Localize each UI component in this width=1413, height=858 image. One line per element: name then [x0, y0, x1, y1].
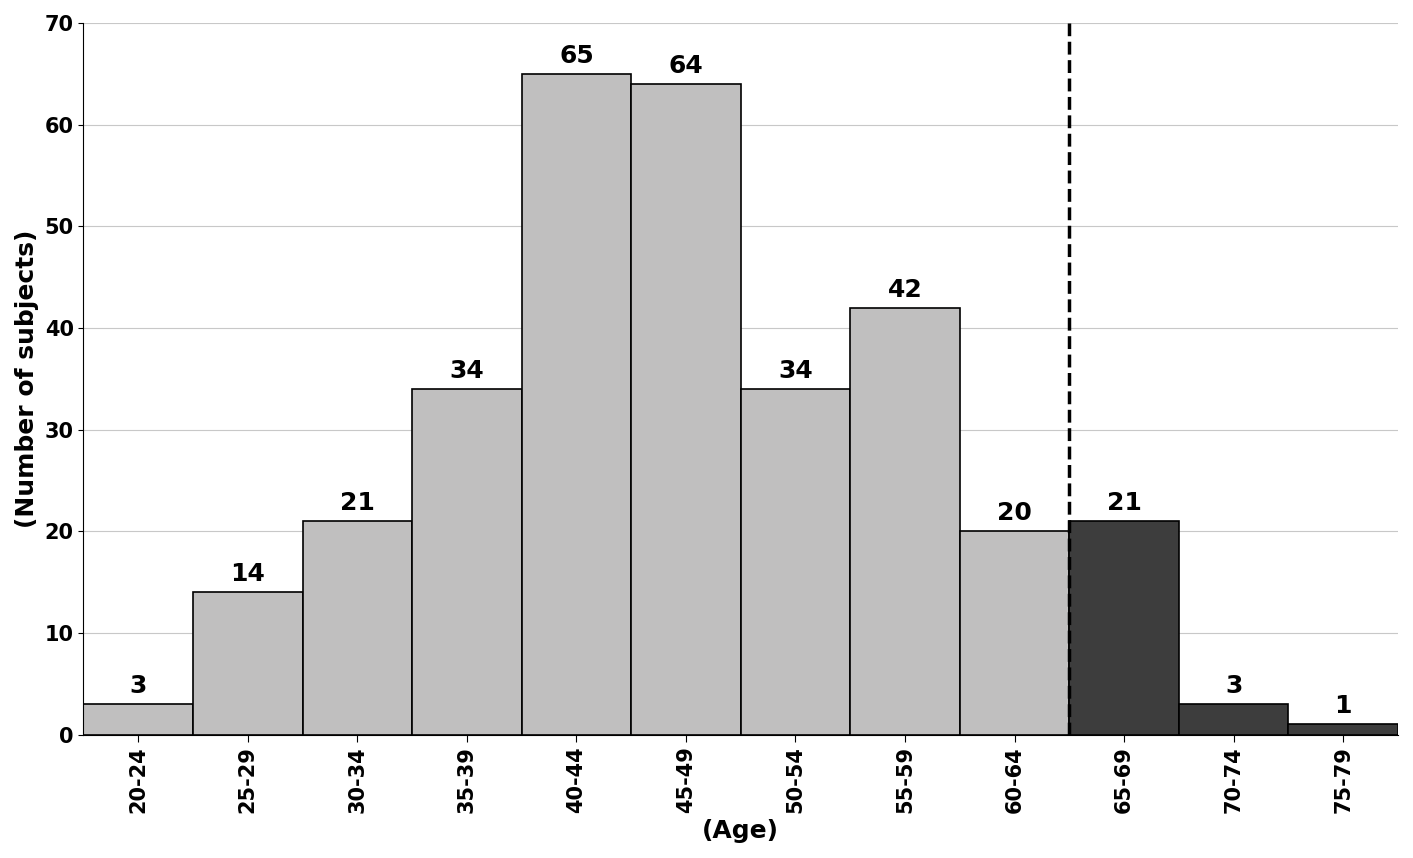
Bar [194, 592, 302, 734]
Text: 3: 3 [130, 674, 147, 698]
Bar [851, 308, 959, 734]
Bar [632, 84, 740, 734]
Text: 34: 34 [449, 359, 485, 383]
Bar [740, 389, 851, 734]
Bar [302, 521, 413, 734]
Text: 21: 21 [341, 491, 374, 515]
Bar [413, 389, 521, 734]
Y-axis label: (Number of subjects): (Number of subjects) [16, 230, 40, 528]
Text: 34: 34 [779, 359, 812, 383]
Text: 42: 42 [887, 277, 923, 301]
Text: 14: 14 [230, 562, 266, 586]
Text: 1: 1 [1334, 694, 1352, 718]
Text: 3: 3 [1225, 674, 1242, 698]
Text: 64: 64 [668, 54, 704, 78]
Bar [1070, 521, 1178, 734]
Text: 20: 20 [998, 501, 1031, 525]
Bar [1178, 704, 1289, 734]
Bar [1289, 724, 1397, 734]
X-axis label: (Age): (Age) [702, 819, 779, 843]
Text: 21: 21 [1106, 491, 1142, 515]
Bar [959, 531, 1070, 734]
Bar [521, 74, 632, 734]
Text: 65: 65 [560, 44, 593, 68]
Bar [83, 704, 194, 734]
